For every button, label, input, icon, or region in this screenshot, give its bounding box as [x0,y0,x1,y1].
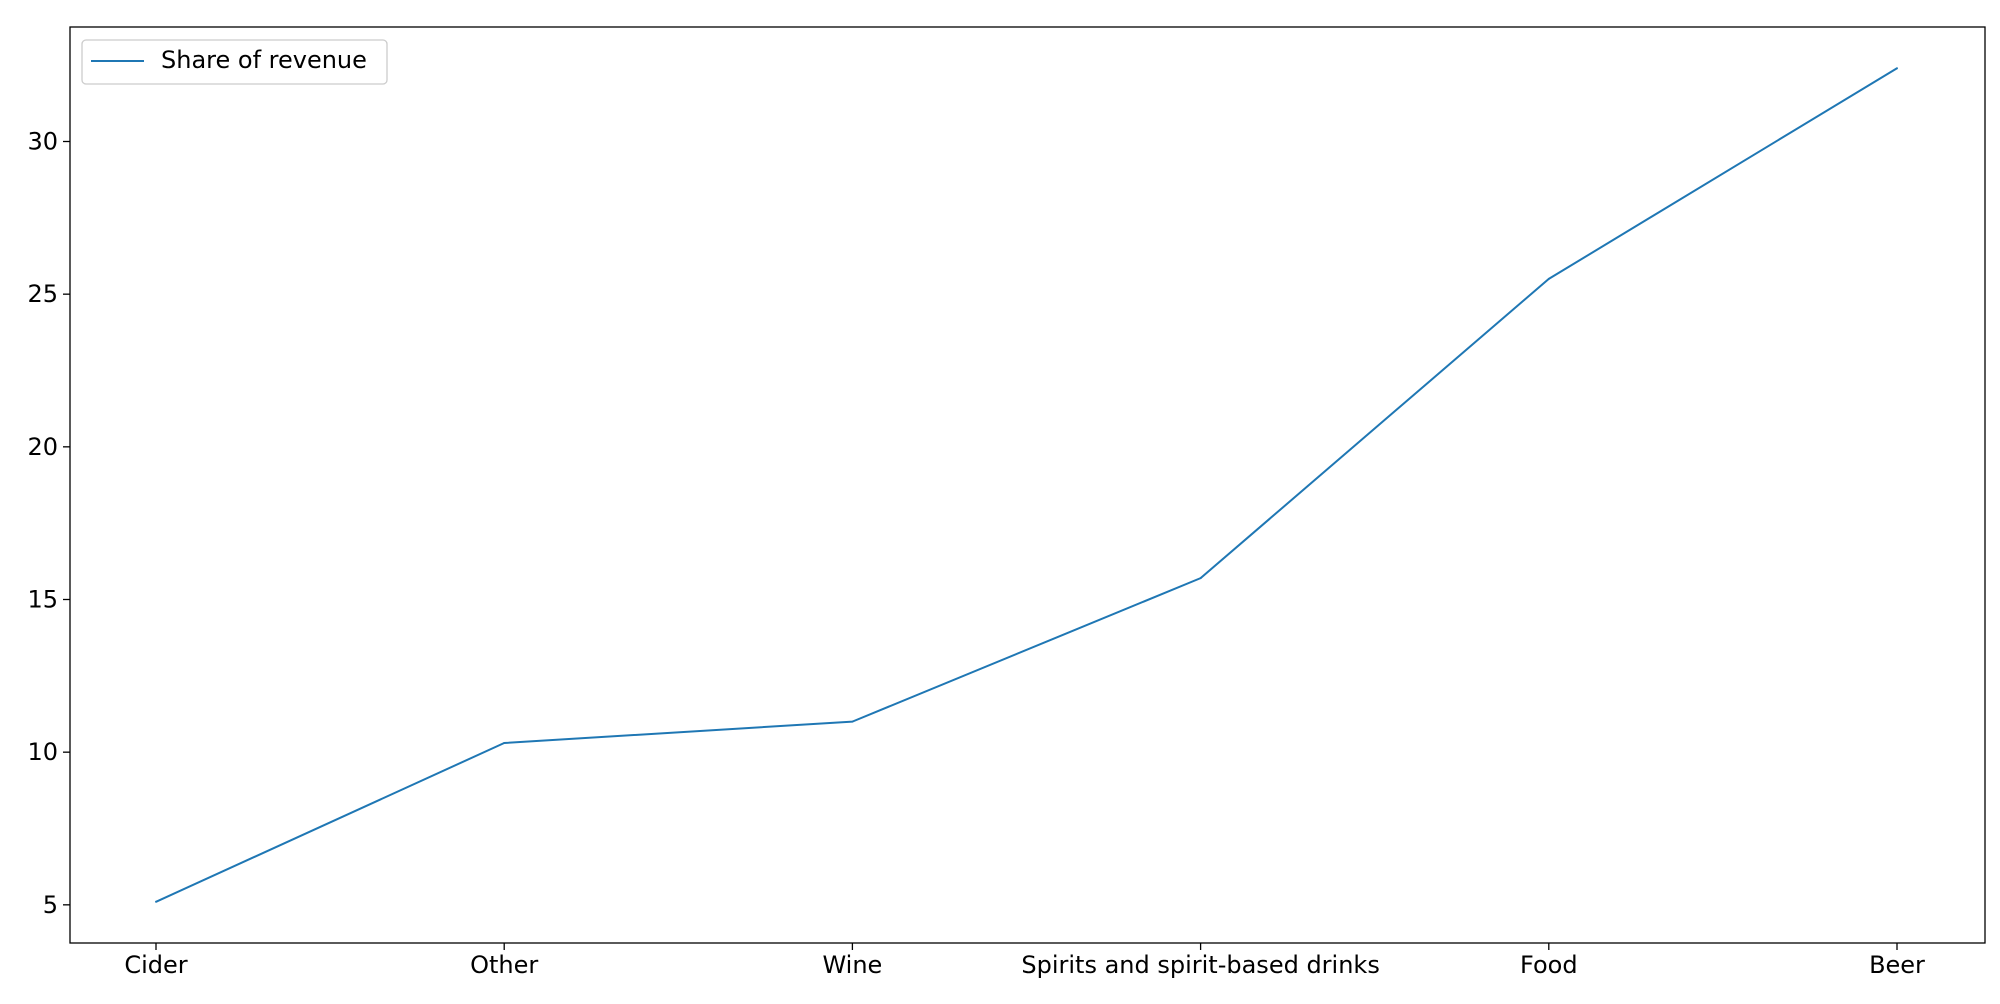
y-tick-label: 30 [27,128,58,156]
series-layer [155,67,1898,903]
data-point [851,720,854,723]
data-point [503,742,506,745]
x-tick-label: Cider [124,951,187,979]
x-axis: Cider Other Wine Spirits and spirit-based d… [124,943,1925,979]
legend-label-share-of-revenue: Share of revenue [161,46,367,74]
plot-area-frame [69,26,1986,944]
legend-frame [81,39,388,85]
y-tick-label: 5 [43,891,58,919]
data-point [155,900,157,903]
x-tick-label: Spirits and spirit-based drinks [1021,951,1379,979]
legend: Share of revenue [81,39,388,85]
x-tick-label: Other [470,951,538,979]
x-tick-label: Food [1520,951,1578,979]
y-tick-label: 25 [27,280,58,308]
y-tick-label: 15 [27,586,58,614]
data-point [1547,277,1550,280]
y-tick-label: 10 [27,738,58,766]
series-line-share-of-revenue [155,67,1898,903]
x-tick-label: Wine [822,951,882,979]
y-tick-label: 20 [27,433,58,461]
x-tick-label: Beer [1869,951,1925,979]
y-axis: 5 10 15 20 25 30 [27,128,70,919]
data-point [1199,577,1202,580]
data-point [1896,67,1898,70]
